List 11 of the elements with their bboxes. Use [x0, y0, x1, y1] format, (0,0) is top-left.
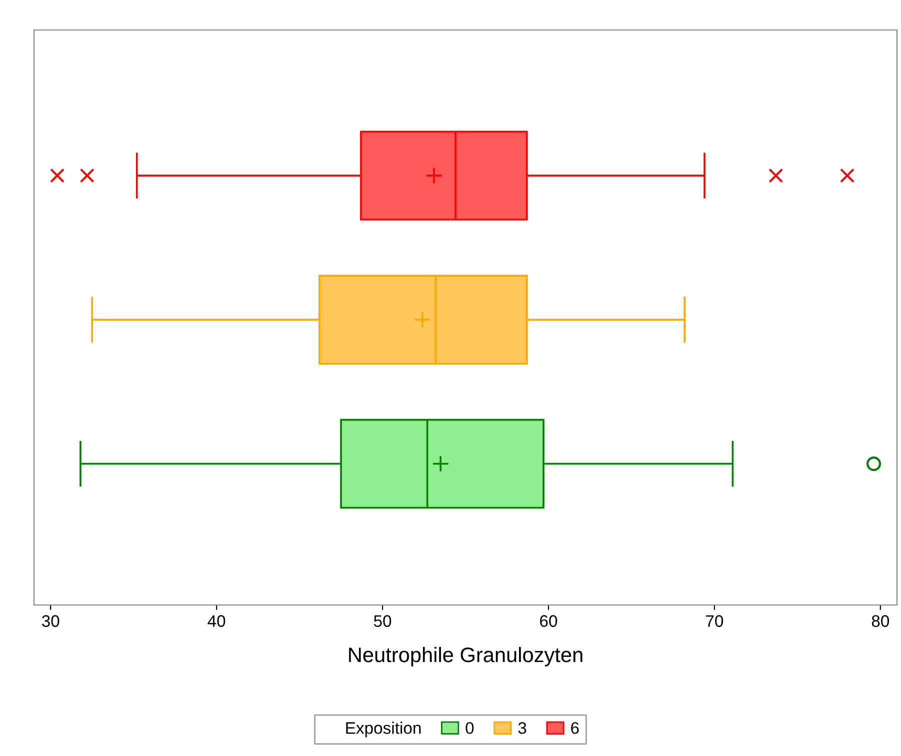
- x-tick-label: 70: [706, 615, 724, 627]
- legend-title: Exposition: [346, 722, 421, 738]
- x-tick-label: 30: [42, 615, 60, 627]
- x-tick-label: 60: [540, 615, 558, 627]
- legend-label: 3: [518, 722, 526, 734]
- x-axis-title: Neutrophile Granulozyten: [349, 646, 582, 666]
- x-tick-label: 80: [872, 615, 890, 627]
- x-tick-label: 40: [208, 615, 226, 627]
- legend-label: 6: [571, 722, 579, 734]
- legend-label: 0: [466, 722, 474, 734]
- x-tick-label: 50: [374, 615, 392, 627]
